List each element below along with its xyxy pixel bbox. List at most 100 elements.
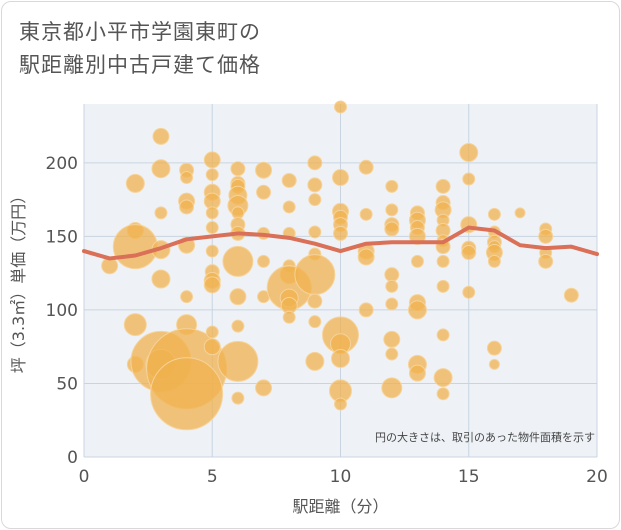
data-bubble: [203, 276, 221, 294]
data-bubble: [203, 338, 221, 356]
data-bubble: [410, 254, 424, 268]
data-bubble: [257, 254, 271, 268]
data-bubble: [180, 290, 194, 304]
data-bubble: [307, 177, 323, 193]
data-bubble: [231, 391, 245, 405]
data-bubble: [150, 357, 224, 431]
x-tick-label: 15: [458, 467, 480, 487]
data-bubble: [308, 315, 322, 329]
data-bubble: [436, 279, 450, 293]
data-bubble: [358, 159, 374, 175]
data-bubble: [222, 245, 254, 277]
data-bubble: [307, 293, 323, 309]
data-bubble: [151, 159, 171, 179]
chart-title: 東京都小平市学園東町の 駅距離別中古戸建て価格: [19, 16, 261, 82]
data-bubble: [205, 325, 219, 339]
data-bubble: [462, 285, 476, 299]
data-bubble: [383, 330, 401, 348]
data-bubble: [332, 169, 349, 187]
x-tick-label: 0: [79, 467, 90, 487]
data-bubble: [385, 347, 399, 361]
data-bubble: [488, 358, 500, 370]
y-tick-label: 100: [46, 301, 78, 321]
y-tick-label: 150: [46, 227, 78, 247]
data-bubble: [538, 228, 554, 244]
data-bubble: [125, 173, 145, 193]
data-bubble: [538, 253, 554, 269]
data-bubble: [436, 328, 450, 342]
data-bubble: [334, 397, 347, 411]
data-bubble: [281, 172, 297, 188]
data-bubble: [334, 100, 347, 114]
data-bubble: [308, 225, 322, 239]
data-bubble: [436, 254, 450, 268]
data-bubble: [331, 348, 350, 368]
data-bubble: [256, 184, 272, 200]
data-bubble: [294, 254, 336, 296]
x-tick-label: 20: [586, 467, 608, 487]
data-bubble: [385, 203, 399, 217]
data-bubble: [179, 199, 195, 215]
data-bubble: [461, 245, 477, 261]
data-bubble: [358, 302, 374, 318]
y-tick-label: 0: [67, 448, 78, 468]
data-bubble: [205, 206, 219, 220]
data-bubble: [205, 221, 219, 235]
trend-line: [82, 225, 599, 261]
data-bubble: [459, 143, 479, 163]
x-axis-label: 駅距離（分）: [292, 497, 388, 516]
data-bubble: [359, 207, 373, 221]
data-bubble: [435, 178, 451, 194]
data-bubble: [381, 377, 403, 399]
data-bubble: [308, 193, 322, 207]
chart-title-line-1: 東京都小平市学園東町の: [19, 20, 261, 44]
data-bubble: [436, 387, 450, 401]
data-bubble: [282, 200, 296, 214]
data-bubble: [433, 368, 453, 388]
data-bubble: [205, 168, 219, 182]
data-bubble: [255, 379, 273, 397]
data-bubble: [563, 287, 579, 303]
data-bubble: [180, 171, 194, 185]
data-bubble: [486, 340, 502, 356]
data-bubble: [203, 151, 221, 169]
y-tick-label: 50: [56, 374, 78, 394]
data-bubble: [514, 207, 526, 219]
data-bubble: [112, 224, 158, 270]
data-bubble: [231, 206, 245, 220]
data-bubble: [255, 161, 273, 179]
data-bubble: [123, 313, 147, 337]
data-bubble: [384, 221, 400, 237]
data-bubble: [385, 297, 399, 311]
data-bubble: [407, 300, 427, 320]
data-bubble: [305, 351, 325, 371]
data-bubble: [385, 179, 399, 193]
data-bubble: [307, 155, 323, 171]
x-tick-label: 10: [330, 467, 352, 487]
data-bubble: [384, 267, 400, 283]
x-tick-labels: 0 5 10 15 20: [79, 467, 608, 487]
bubble-size-note: 円の大きさは、取引のあった物件面積を示す: [375, 430, 595, 444]
chart-title-line-2: 駅距離別中古戸建て価格: [19, 53, 261, 77]
data-bubble: [462, 172, 476, 186]
data-bubble: [152, 127, 170, 145]
data-bubble: [487, 207, 501, 221]
data-bubble: [408, 364, 426, 382]
y-tick-labels: 0 50 100 150 200: [46, 154, 78, 468]
data-bubble: [154, 206, 168, 220]
data-bubble: [385, 279, 399, 293]
y-tick-label: 200: [46, 154, 78, 174]
data-bubble: [487, 254, 501, 268]
data-bubble: [229, 288, 247, 306]
x-tick-label: 5: [207, 467, 218, 487]
data-bubble: [151, 269, 171, 289]
data-bubble: [282, 310, 296, 324]
y-axis-label: 坪（3.3㎡）単価（万円）: [9, 188, 28, 373]
data-bubble: [230, 161, 246, 177]
data-bubbles: [101, 100, 579, 431]
data-bubble: [231, 319, 245, 333]
data-bubble: [217, 340, 259, 382]
data-bubble: [205, 244, 219, 258]
data-bubble: [333, 225, 348, 241]
